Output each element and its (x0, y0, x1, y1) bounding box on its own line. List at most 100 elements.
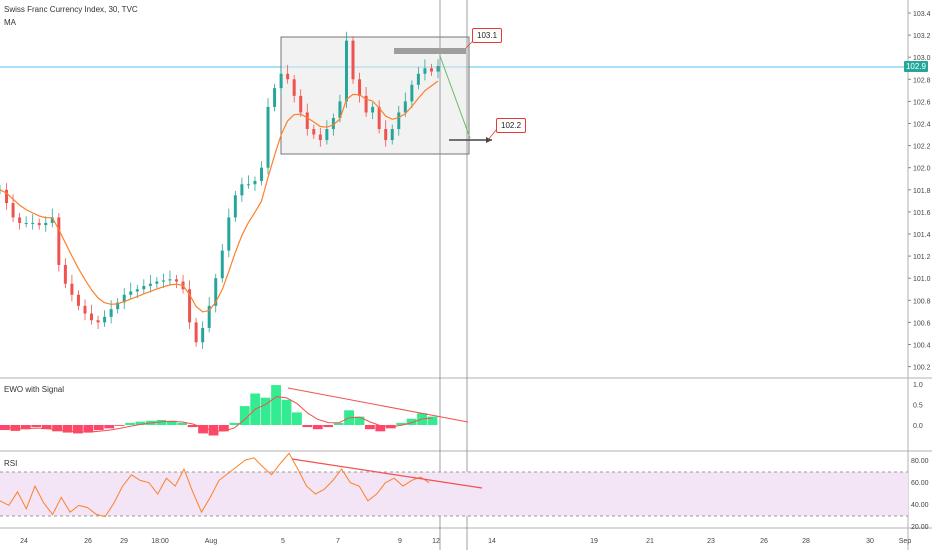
candle-body (155, 281, 159, 284)
candle-body (5, 189, 9, 204)
x-tick-label: 9 (398, 538, 402, 545)
candle-body (371, 106, 375, 113)
candle-body (279, 73, 283, 89)
projection-line[interactable] (439, 55, 471, 139)
candle-body (83, 305, 87, 314)
ewo-bar (333, 422, 344, 425)
candle-body (96, 320, 100, 323)
candle-body (161, 280, 165, 282)
candle-body (273, 88, 277, 107)
price-tick-label: 102.4 (913, 122, 931, 129)
ewo-bar (198, 425, 208, 434)
price-tick-label: 101.6 (913, 210, 931, 217)
candle-body (103, 316, 107, 323)
candle-body (416, 73, 420, 85)
price-tick-label: 102.2 (913, 144, 931, 151)
ewo-bar (104, 425, 115, 429)
candle-body (403, 101, 407, 113)
resistance-band[interactable] (394, 48, 466, 54)
target-callout-1022[interactable]: 102.2 (496, 118, 527, 133)
candle-body (44, 222, 48, 226)
price-tick-label: 101.0 (913, 276, 931, 283)
x-tick-label: 12 (432, 538, 440, 545)
x-tick-label: Sep (899, 538, 912, 545)
ewo-signal-line (5, 396, 433, 433)
ewo-bar (187, 425, 198, 428)
x-tick-label: 7 (336, 538, 340, 545)
x-tick-label: 14 (488, 538, 496, 545)
ewo-bar (427, 416, 438, 425)
price-tick-label: 103.4 (913, 11, 931, 18)
candle-body (338, 101, 342, 118)
target-callout-1031[interactable]: 103.1 (472, 28, 503, 43)
ewo-bar (354, 416, 365, 425)
candle-body (76, 294, 80, 306)
candle-body (227, 217, 231, 251)
ewo-tick-label: 0.0 (913, 423, 923, 430)
arrowhead-icon (486, 137, 492, 143)
x-tick-label: 30 (866, 538, 874, 545)
x-tick-label: Aug (205, 538, 218, 545)
candle-body (318, 134, 322, 141)
ewo-tick-label: 1.0 (913, 382, 923, 389)
candle-body (240, 184, 244, 196)
candle-body (325, 129, 329, 141)
candle-body (331, 117, 335, 130)
rsi-tick-label: 80.00 (911, 458, 929, 465)
callout-pointer-2 (487, 129, 497, 141)
rsi-band (0, 472, 908, 516)
candle-body (266, 106, 270, 168)
ewo-bar (31, 425, 42, 428)
price-tick-label: 102.0 (913, 166, 931, 173)
price-tick-label: 101.2 (913, 254, 931, 261)
candle-body (377, 106, 381, 130)
candle-body (429, 68, 433, 72)
price-tick-label: 102.8 (913, 77, 931, 84)
candle-body (214, 278, 218, 306)
candle-body (142, 285, 146, 290)
candle-body (31, 222, 35, 224)
ewo-bar (52, 425, 62, 432)
x-tick-label: 28 (802, 538, 810, 545)
ewo-bar (93, 425, 104, 431)
candle-body (129, 291, 133, 295)
ewo-bar (365, 425, 375, 430)
candle-body (207, 305, 211, 328)
ewo-bar (229, 422, 240, 425)
ewo-bar (292, 412, 302, 425)
ewo-bar (62, 425, 73, 433)
price-tick-label: 101.4 (913, 232, 931, 239)
ewo-bar (73, 425, 83, 434)
candle-body (358, 79, 362, 96)
ewo-bar (323, 425, 334, 428)
candle-body (390, 129, 394, 141)
candle-body (220, 250, 224, 279)
x-tick-label: 19 (590, 538, 598, 545)
ewo-bar (177, 422, 188, 425)
ewo-bar (125, 422, 135, 425)
rsi-trendline[interactable] (291, 458, 483, 489)
candle-body (246, 184, 250, 186)
candle-body (344, 40, 348, 102)
candle-body (188, 289, 192, 323)
rsi-tick-label: 60.00 (911, 480, 929, 487)
ewo-bar (166, 420, 177, 425)
candle-body (50, 217, 54, 223)
x-tick-label: 18:00 (151, 538, 169, 545)
x-tick-label: 24 (20, 538, 28, 545)
candle-body (397, 112, 401, 130)
ewo-bar (219, 425, 229, 432)
ewo-bar (239, 406, 250, 425)
x-tick-label: 29 (120, 538, 128, 545)
rsi-title: RSI (4, 459, 18, 468)
candle-body (436, 66, 440, 72)
ewo-trendline[interactable] (287, 387, 469, 423)
ewo-bar (396, 422, 407, 425)
consolidation-box[interactable] (280, 36, 470, 155)
last-price-badge: 102.9 (903, 61, 928, 72)
ewo-bar (114, 425, 125, 426)
candle-body (305, 112, 309, 130)
ewo-bar (406, 418, 417, 425)
